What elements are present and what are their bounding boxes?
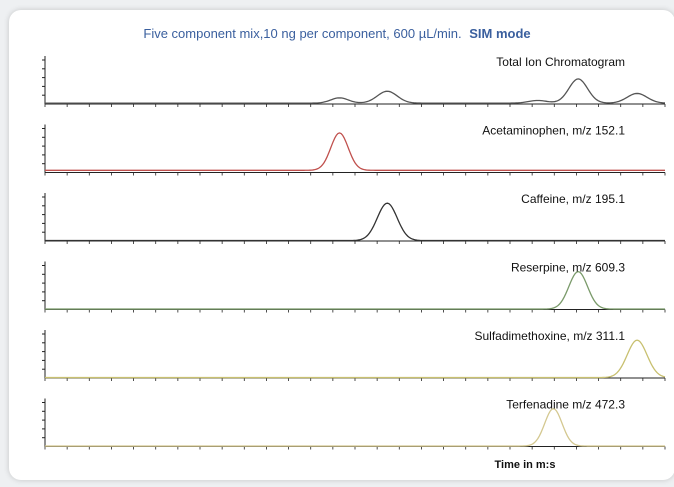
series-label-0: Total Ion Chromatogram — [496, 55, 625, 69]
chart-title: Five component mix,10 ng per component, … — [143, 26, 530, 41]
panel-3: Reserpine, m/z 609.3 — [42, 261, 666, 313]
panel-1: Acetaminophen, m/z 152.1 — [42, 124, 666, 176]
series-line-3 — [45, 270, 665, 310]
panel-2: Caffeine, m/z 195.1 — [42, 192, 666, 244]
series-line-4 — [45, 339, 666, 379]
series-label-2: Caffeine, m/z 195.1 — [521, 192, 625, 206]
series-line-1 — [45, 132, 665, 171]
series-line-2 — [45, 202, 665, 242]
panel-4: Sulfadimethoxine, m/z 311.1 — [42, 329, 666, 381]
series-line-0 — [45, 78, 666, 104]
series-label-3: Reserpine, m/z 609.3 — [511, 261, 625, 275]
series-label-1: Acetaminophen, m/z 152.1 — [482, 124, 625, 138]
chart-title-main: Five component mix,10 ng per component, … — [143, 26, 461, 41]
panel-5: Terfenadine m/z 472.3 — [42, 398, 666, 450]
series-line-5 — [45, 407, 665, 447]
chart-card — [9, 10, 674, 480]
series-label-4: Sulfadimethoxine, m/z 311.1 — [474, 329, 625, 343]
panel-0: Total Ion Chromatogram — [42, 55, 666, 107]
chart-title-mode: SIM mode — [469, 26, 530, 41]
series-label-5: Terfenadine m/z 472.3 — [506, 398, 625, 412]
x-axis-label: Time in m:s — [495, 459, 556, 471]
